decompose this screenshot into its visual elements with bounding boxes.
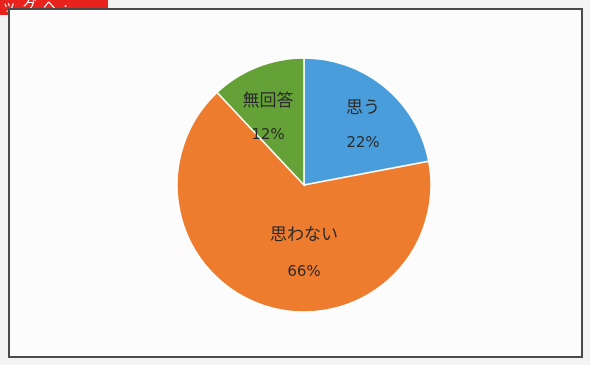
slice-percent-mukaitou: 12% [251,125,284,143]
slice-label-omou: 思う [346,98,380,118]
slice-percent-omou: 22% [346,133,379,151]
slice-label-mukaitou: 無回答 [243,91,294,111]
chart-frame: 思う 22% 思わない 66% 無回答 12% [8,8,583,358]
slice-percent-omowanai: 66% [287,262,320,280]
pie-chart: 思う 22% 思わない 66% 無回答 12% [176,57,432,313]
pie-slice-omou [303,57,430,186]
pie-slice-mukaitou [216,57,305,187]
slice-label-omowanai: 思わない [270,225,338,245]
pie-slice-omowanai [176,91,432,313]
